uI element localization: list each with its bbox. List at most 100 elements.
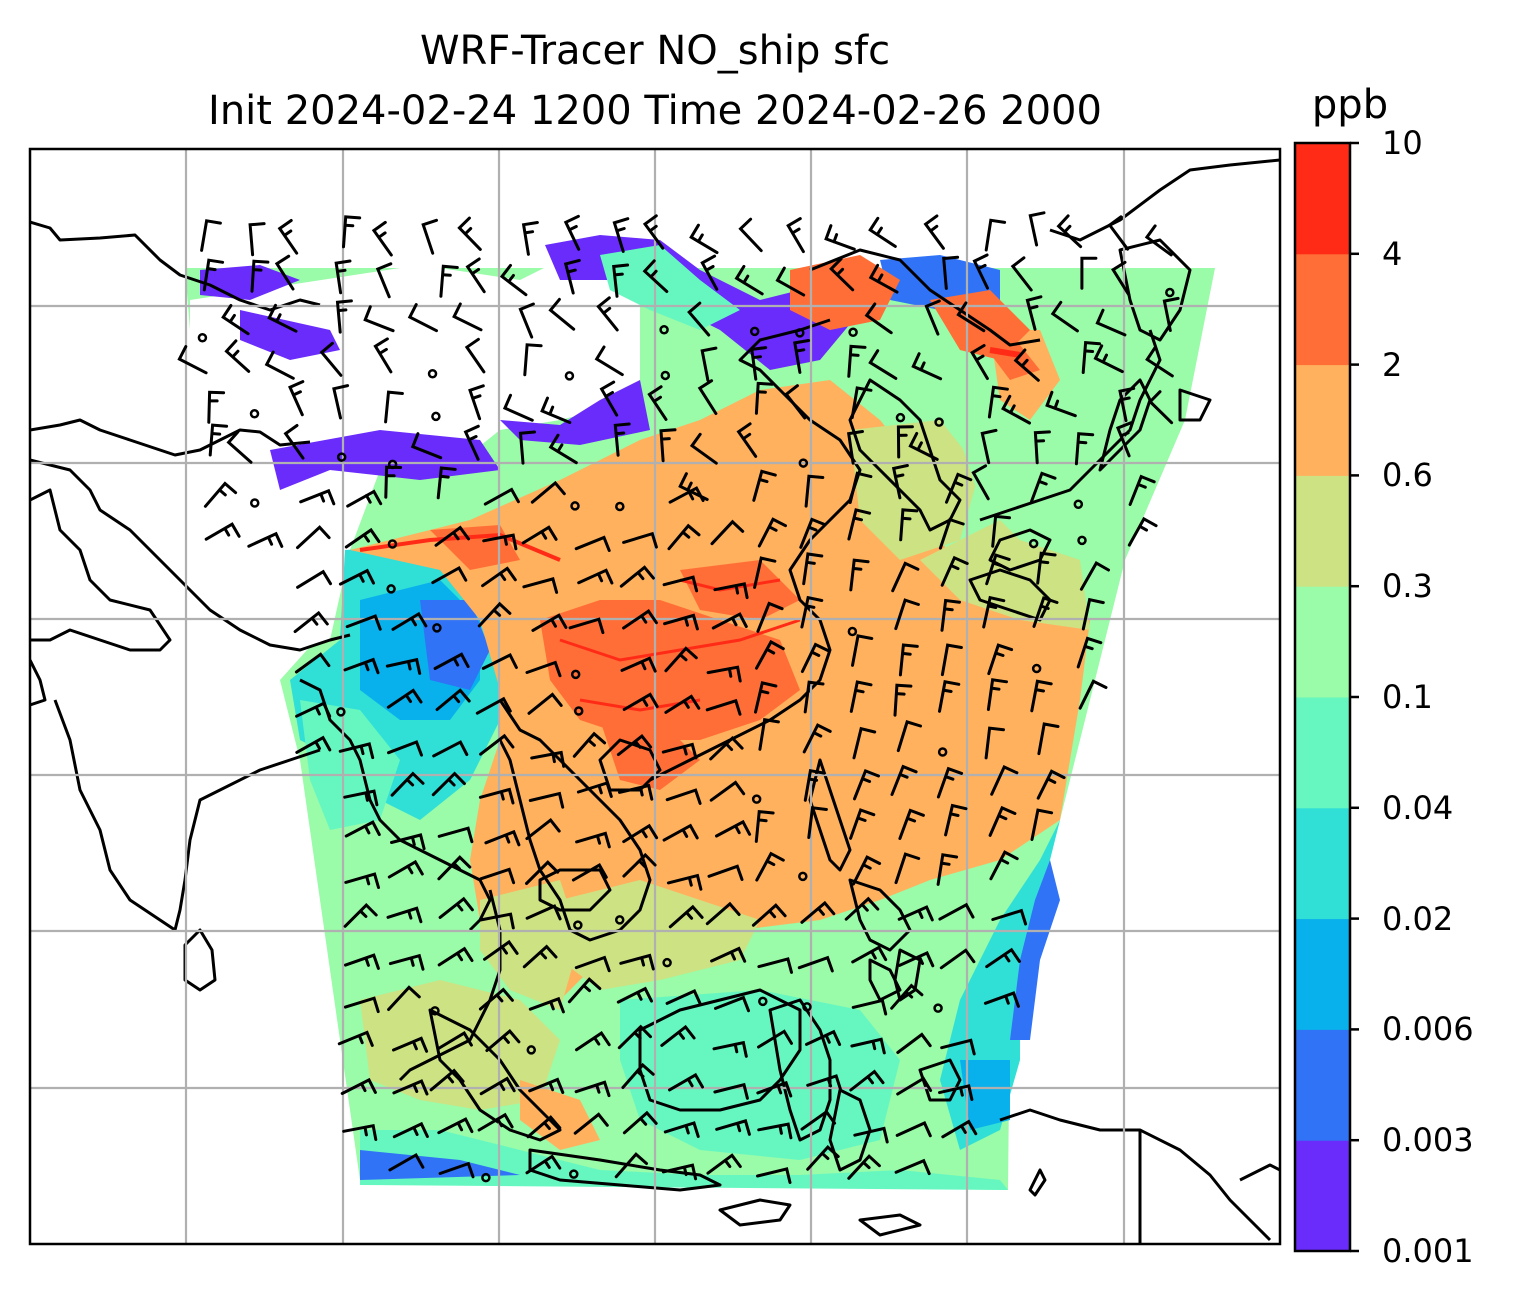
wind-barb-icon bbox=[482, 533, 518, 551]
calm-wind-circle-icon bbox=[336, 452, 347, 462]
wind-barb-icon bbox=[1144, 224, 1173, 257]
wind-barb-icon bbox=[852, 855, 882, 886]
wind-barb-icon bbox=[338, 742, 375, 760]
wind-barb-icon bbox=[437, 855, 472, 881]
wind-barb-icon bbox=[849, 680, 873, 713]
wind-barb-icon bbox=[738, 217, 763, 253]
wind-barb-icon bbox=[371, 220, 393, 257]
wind-barb-icon bbox=[452, 302, 483, 332]
wind-barb-icon bbox=[1095, 308, 1127, 337]
wind-barb-icon bbox=[612, 263, 630, 298]
wind-barb-icon bbox=[712, 1040, 748, 1058]
wind-barb-icon bbox=[563, 258, 581, 295]
wind-barb-icon bbox=[754, 381, 774, 415]
wind-barb-icon bbox=[431, 565, 468, 585]
wind-barb-icon bbox=[753, 556, 777, 589]
wind-barb-icon bbox=[938, 517, 965, 550]
wind-barb-icon bbox=[713, 1082, 749, 1100]
wind-barb-icon bbox=[421, 218, 438, 255]
wind-barb-icon bbox=[898, 951, 935, 968]
wind-barb-icon bbox=[705, 901, 741, 926]
wind-barb-icon bbox=[250, 259, 270, 293]
wind-barb-icon bbox=[891, 561, 920, 593]
wind-barb-icon bbox=[528, 1077, 565, 1094]
wind-barb-icon bbox=[1081, 597, 1105, 631]
colorbar-tick-label: 0.1 bbox=[1382, 678, 1433, 716]
wind-barb-icon bbox=[664, 646, 698, 673]
wind-barb-icon bbox=[923, 214, 945, 250]
calm-wind-circle-icon bbox=[662, 957, 672, 968]
wind-barb-icon bbox=[940, 643, 963, 677]
wind-barb-icon bbox=[896, 720, 922, 753]
wind-barb-icon bbox=[208, 423, 229, 457]
calm-wind-circle-icon bbox=[847, 626, 858, 637]
wind-barb-icon bbox=[203, 481, 238, 508]
calm-wind-circle-icon bbox=[1165, 287, 1175, 298]
wind-barb-icon bbox=[518, 302, 535, 339]
wind-barb-icon bbox=[844, 896, 880, 921]
wind-barb-icon bbox=[864, 302, 893, 335]
wind-barb-icon bbox=[1107, 215, 1130, 251]
wind-barb-icon bbox=[989, 850, 1019, 881]
wind-barb-icon bbox=[984, 726, 1005, 760]
wind-barb-icon bbox=[432, 740, 469, 758]
wind-barb-icon bbox=[849, 558, 870, 592]
wind-barb-icon bbox=[277, 219, 299, 255]
wind-barb-icon bbox=[700, 346, 718, 382]
wind-barb-icon bbox=[525, 660, 562, 678]
wind-barb-icon bbox=[264, 350, 295, 380]
wind-barb-icon bbox=[752, 469, 777, 502]
wind-barb-icon bbox=[804, 474, 825, 508]
wind-barb-icon bbox=[1079, 561, 1110, 591]
coastline-lines bbox=[30, 158, 1280, 1244]
wind-barb-icon bbox=[944, 803, 968, 837]
wind-barb-icon bbox=[890, 764, 918, 796]
wind-barb-icon bbox=[849, 1069, 885, 1092]
wind-barb-icon bbox=[757, 1122, 793, 1140]
map-title-line-1: WRF-Tracer NO_ship sfc bbox=[419, 28, 891, 74]
wind-barb-icon bbox=[1028, 211, 1046, 247]
wind-barb-icon bbox=[847, 508, 872, 541]
colorbar-segment bbox=[1295, 253, 1350, 366]
wind-barb-icon bbox=[896, 425, 914, 459]
wind-barb-icon bbox=[662, 823, 699, 842]
wind-barb-icon bbox=[664, 694, 701, 714]
wind-barb-icon bbox=[970, 344, 989, 380]
wind-barb-icon bbox=[894, 852, 921, 885]
wind-barb-icon bbox=[1013, 348, 1040, 382]
wind-barb-icon bbox=[799, 517, 827, 549]
wind-barb-icon bbox=[800, 900, 836, 924]
wind-barb-icon bbox=[617, 1024, 652, 1050]
wind-barb-icon bbox=[521, 525, 558, 545]
wind-barb-icon bbox=[851, 998, 888, 1016]
colorbar-segment bbox=[1295, 586, 1350, 698]
wind-barb-icon bbox=[1045, 390, 1077, 418]
wind-barb-icon bbox=[224, 339, 251, 373]
wind-barb-icon bbox=[1025, 295, 1043, 331]
colorbar-tick-label: 0.3 bbox=[1382, 567, 1433, 606]
calm-wind-circle-icon bbox=[564, 371, 575, 381]
calm-wind-circle-icon bbox=[937, 747, 948, 757]
wind-barb-icon bbox=[619, 953, 655, 971]
wind-barb-icon bbox=[711, 612, 748, 630]
wind-barb-icon bbox=[807, 806, 828, 839]
colorbar-segment bbox=[1295, 918, 1350, 1030]
wind-barb-icon bbox=[342, 215, 362, 249]
map-title-line-2: Init 2024-02-24 1200 Time 2024-02-26 200… bbox=[208, 88, 1102, 134]
wind-barb-icon bbox=[775, 266, 806, 297]
colorbar-segment bbox=[1295, 697, 1350, 809]
wind-barb-icon bbox=[895, 1121, 932, 1138]
calm-wind-circle-icon bbox=[249, 498, 260, 508]
wind-barb-icon bbox=[665, 788, 702, 805]
wind-barb-icon bbox=[622, 692, 659, 711]
colorbar-tick-label: 0.001 bbox=[1382, 1232, 1474, 1270]
wind-barb-icon bbox=[479, 1076, 516, 1096]
wind-barb-icon bbox=[548, 433, 578, 465]
colorbar-tick-label: 4 bbox=[1382, 234, 1403, 273]
wind-barb-icon bbox=[567, 977, 602, 1004]
wind-barb-icon bbox=[991, 514, 1011, 548]
wind-barb-icon bbox=[343, 996, 380, 1014]
wind-barb-icon bbox=[267, 303, 298, 333]
wind-barb-icon bbox=[226, 430, 253, 464]
